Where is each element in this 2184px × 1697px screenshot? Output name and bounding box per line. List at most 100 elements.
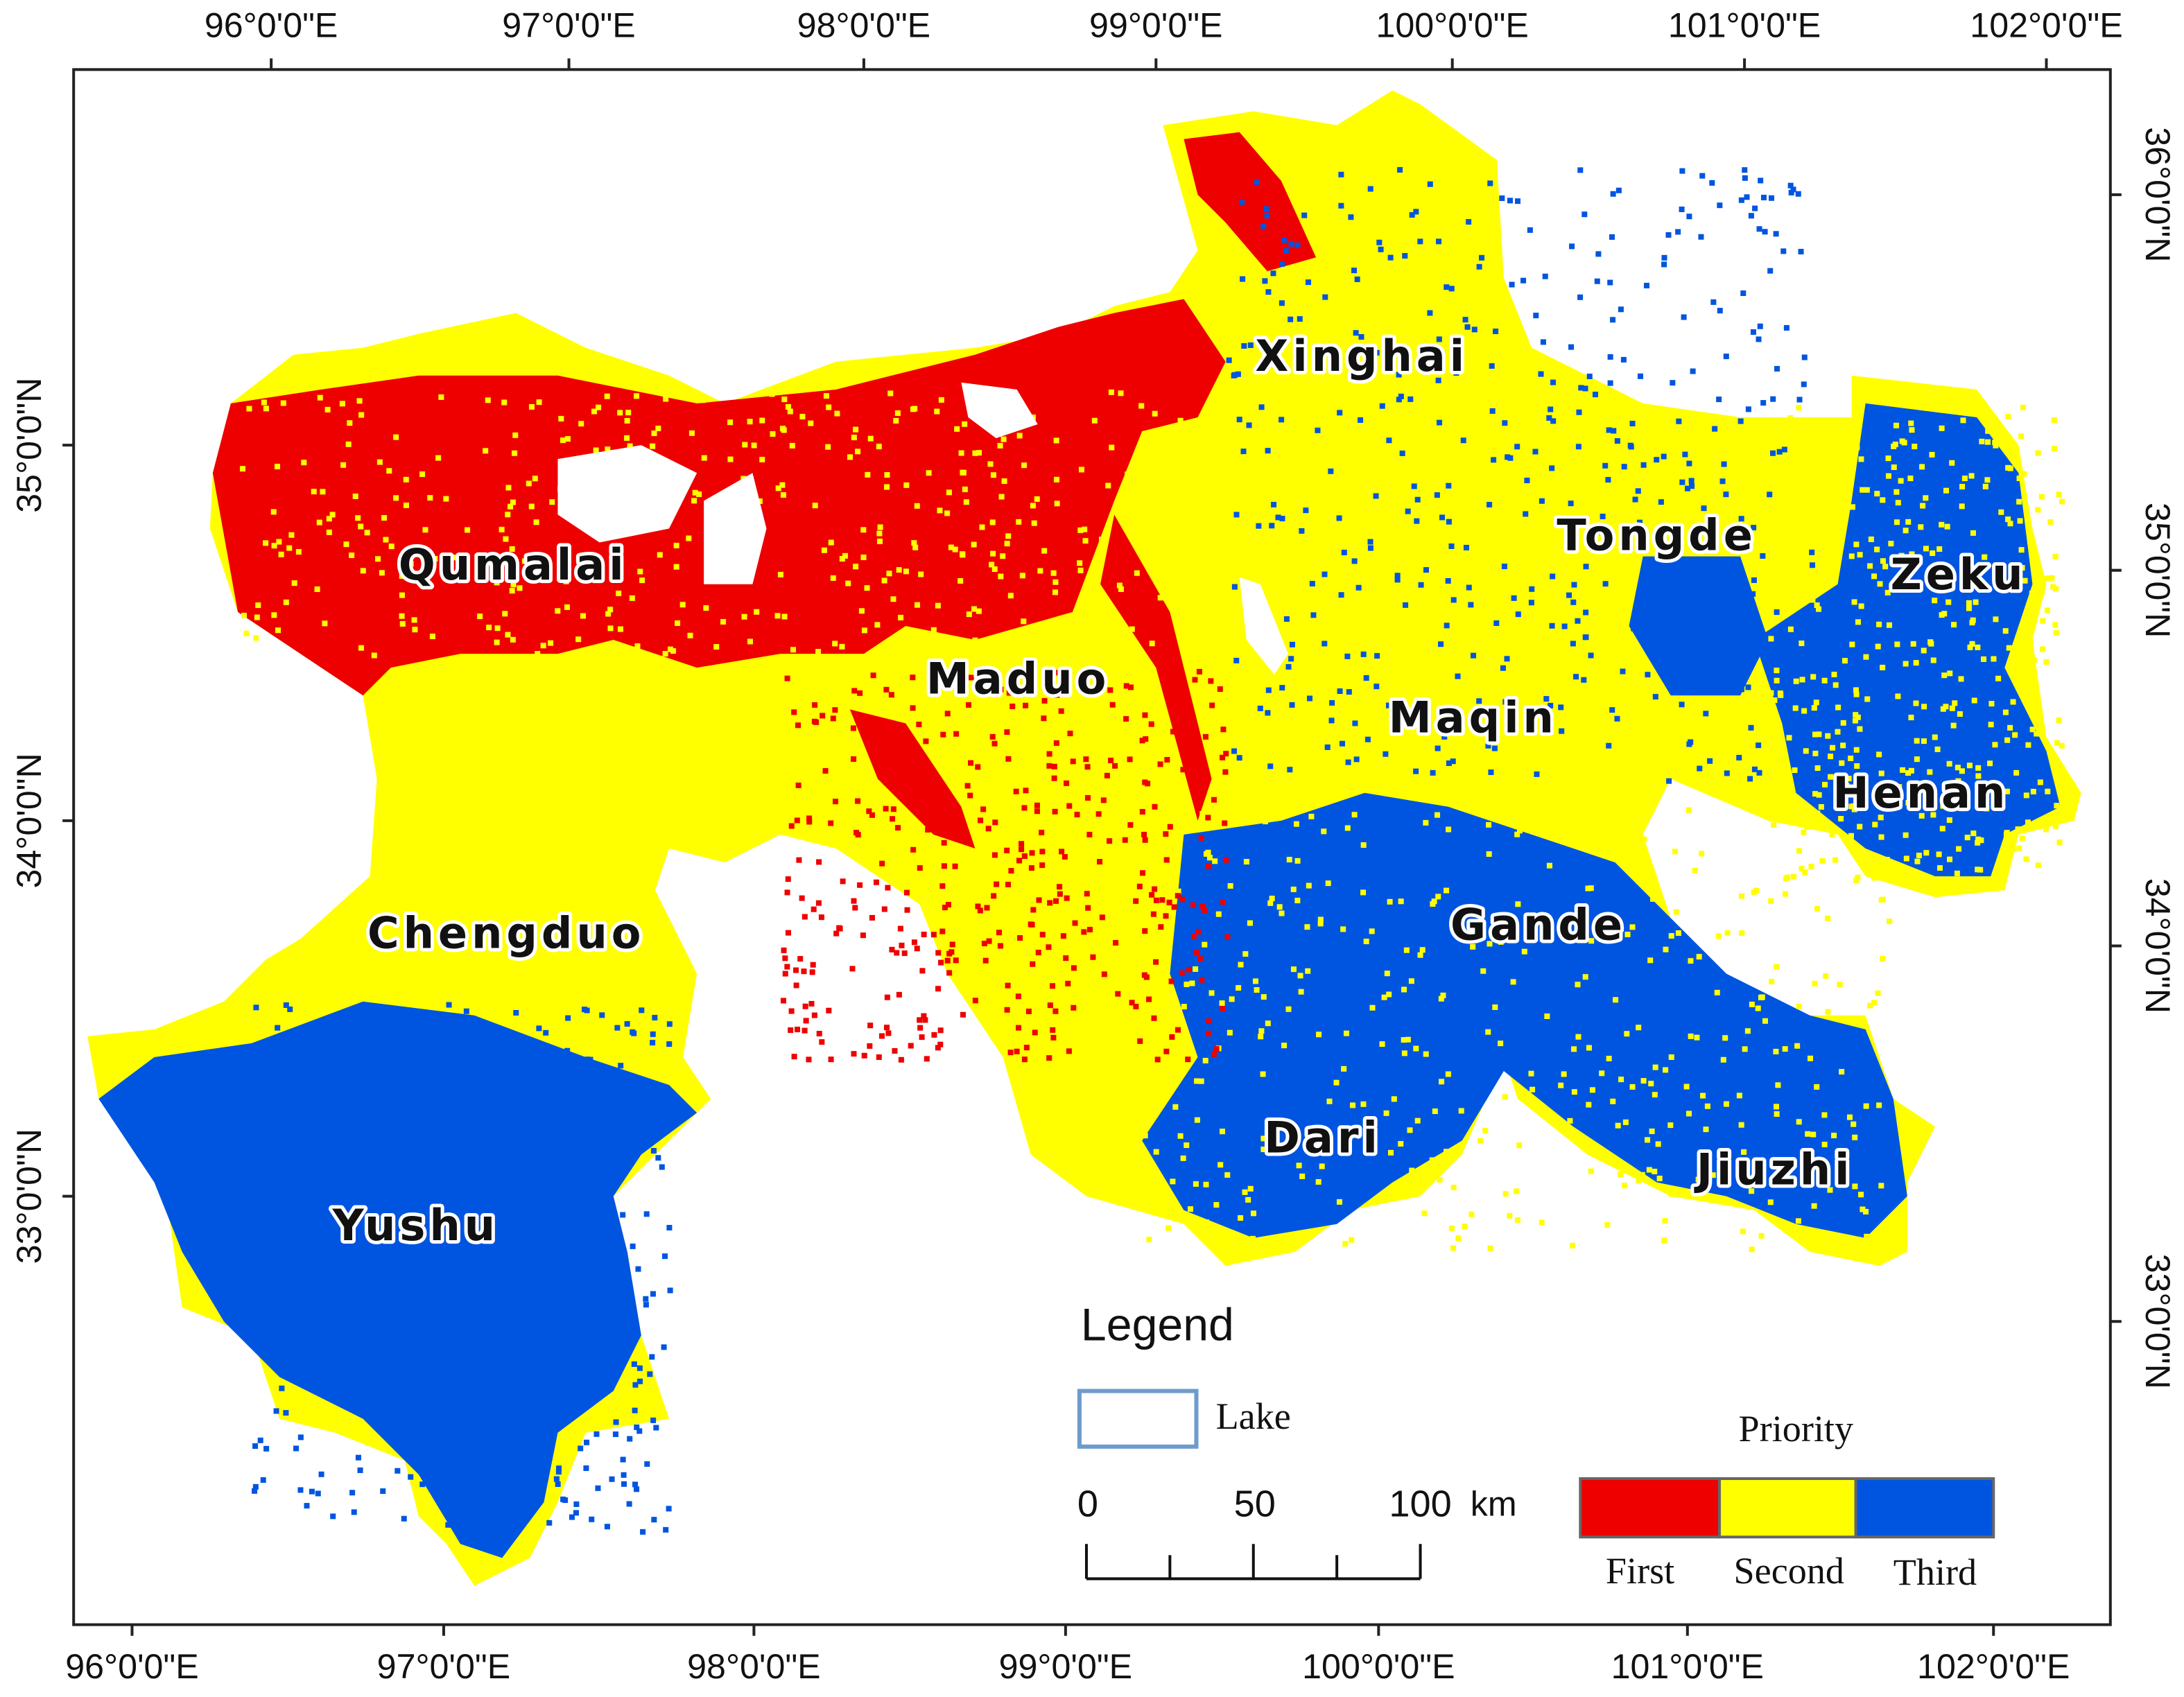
speckle bbox=[1737, 418, 1744, 424]
speckle bbox=[1084, 764, 1091, 770]
speckle bbox=[1142, 1038, 1148, 1045]
speckle bbox=[1319, 1163, 1325, 1169]
speckle bbox=[1409, 212, 1415, 218]
speckle bbox=[1059, 848, 1065, 855]
speckle bbox=[1514, 1188, 1520, 1194]
speckle bbox=[1606, 427, 1612, 433]
speckle bbox=[770, 431, 776, 437]
speckle bbox=[1744, 1172, 1750, 1178]
speckle bbox=[1423, 1051, 1429, 1057]
speckle bbox=[575, 636, 582, 643]
speckle bbox=[1509, 812, 1516, 819]
speckle bbox=[1694, 1034, 1700, 1041]
speckle bbox=[792, 967, 799, 973]
speckle bbox=[1828, 754, 1834, 760]
speckle bbox=[1446, 760, 1452, 767]
speckle bbox=[2005, 516, 2011, 523]
speckle bbox=[1039, 932, 1046, 938]
speckle bbox=[510, 1334, 517, 1340]
left-axis-label: 33°0'0"N bbox=[10, 1129, 49, 1264]
speckle bbox=[1580, 914, 1586, 920]
speckle bbox=[1317, 916, 1324, 923]
speckle bbox=[1946, 760, 1952, 767]
speckle bbox=[1198, 835, 1204, 841]
speckle bbox=[1498, 939, 1504, 945]
speckle bbox=[544, 1379, 550, 1385]
speckle bbox=[946, 489, 952, 496]
speckle bbox=[1142, 837, 1148, 843]
speckle bbox=[1988, 722, 1994, 728]
speckle bbox=[1256, 523, 1262, 529]
speckle bbox=[483, 1255, 489, 1262]
speckle bbox=[1749, 1001, 1755, 1007]
third-swatch bbox=[1854, 1477, 1995, 1539]
speckle bbox=[806, 815, 813, 821]
speckle bbox=[919, 1034, 925, 1041]
speckle bbox=[1196, 668, 1202, 675]
speckle bbox=[338, 1127, 344, 1133]
speckle bbox=[334, 1017, 340, 1023]
speckle bbox=[637, 1378, 643, 1384]
speckle bbox=[1149, 641, 1155, 647]
speckle bbox=[803, 1018, 809, 1024]
speckle bbox=[1387, 254, 1394, 261]
speckle bbox=[1263, 206, 1269, 212]
speckle bbox=[1627, 442, 1633, 449]
speckle bbox=[951, 645, 957, 652]
speckle bbox=[1620, 668, 1626, 675]
speckle bbox=[558, 1178, 564, 1185]
speckle bbox=[2005, 413, 2011, 419]
speckle bbox=[1034, 802, 1040, 808]
speckle bbox=[673, 542, 679, 548]
speckle bbox=[1305, 968, 1311, 974]
speckle bbox=[488, 1383, 494, 1389]
speckle bbox=[1445, 577, 1451, 584]
speckle bbox=[1127, 643, 1133, 649]
speckle bbox=[1801, 708, 1808, 714]
speckle bbox=[971, 541, 977, 548]
speckle bbox=[1771, 697, 1778, 704]
speckle bbox=[336, 1358, 342, 1364]
speckle bbox=[303, 1273, 309, 1279]
speckle bbox=[1235, 371, 1241, 377]
speckle bbox=[1520, 277, 1527, 284]
speckle bbox=[1670, 380, 1676, 386]
speckle bbox=[565, 1069, 571, 1075]
lake bbox=[961, 382, 1038, 439]
speckle bbox=[1161, 435, 1168, 441]
speckle bbox=[424, 1050, 430, 1056]
speckle bbox=[1567, 1117, 1573, 1124]
speckle bbox=[1949, 705, 1955, 711]
speckle bbox=[1854, 763, 1860, 769]
speckle bbox=[1095, 811, 1102, 817]
speckle bbox=[397, 1217, 403, 1223]
speckle bbox=[1808, 863, 1814, 869]
speckle bbox=[830, 575, 836, 581]
speckle bbox=[1977, 867, 1984, 873]
speckle bbox=[1632, 496, 1638, 503]
speckle bbox=[1723, 1101, 1730, 1107]
speckle bbox=[1321, 571, 1328, 577]
speckle bbox=[996, 687, 1002, 693]
speckle bbox=[476, 1398, 483, 1404]
speckle bbox=[1648, 1081, 1654, 1087]
speckle bbox=[647, 1371, 653, 1377]
speckle bbox=[1652, 537, 1658, 543]
speckle bbox=[1955, 765, 1961, 771]
speckle bbox=[1299, 1173, 1306, 1179]
speckle bbox=[1930, 812, 1936, 818]
speckle bbox=[1689, 483, 1695, 489]
speckle bbox=[1947, 784, 1953, 790]
speckle bbox=[278, 551, 284, 557]
speckle bbox=[1325, 880, 1331, 887]
speckle bbox=[643, 1302, 649, 1308]
speckle bbox=[1795, 191, 1801, 197]
speckle bbox=[1907, 476, 1914, 482]
speckle bbox=[939, 883, 946, 889]
speckle bbox=[1379, 403, 1385, 409]
speckle bbox=[2009, 572, 2016, 578]
speckle bbox=[1293, 821, 1299, 827]
speckle bbox=[1848, 755, 1854, 761]
speckle bbox=[1812, 466, 1819, 472]
speckle bbox=[1656, 1175, 1663, 1181]
